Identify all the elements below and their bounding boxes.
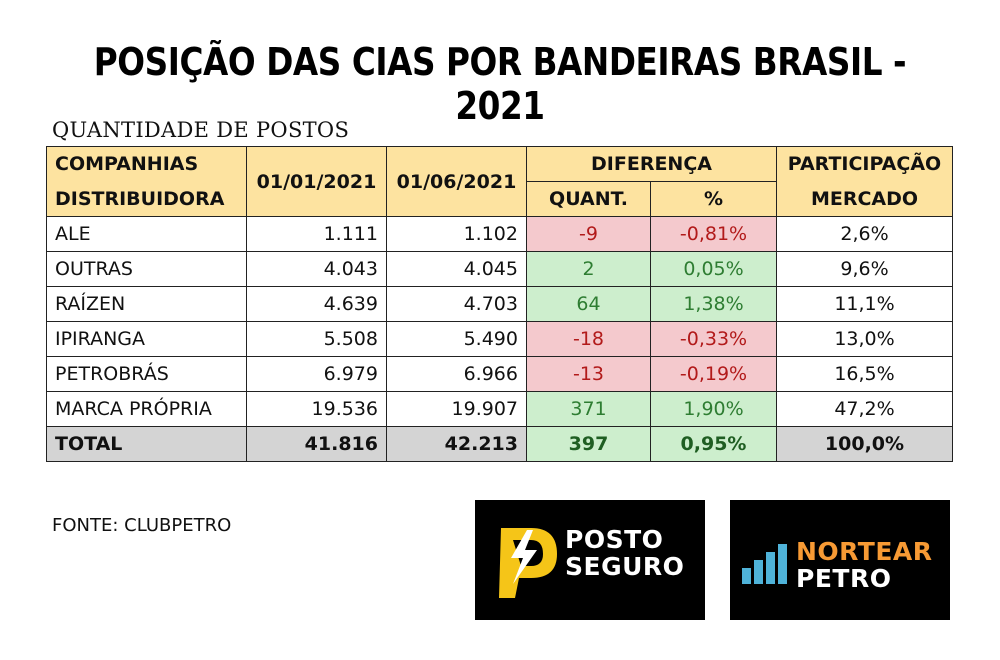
- source-note: FONTE: CLUBPETRO: [52, 515, 232, 536]
- row-value-date2: 5.490: [386, 321, 527, 357]
- row-company-name: RAÍZEN: [46, 286, 247, 322]
- table-row: IPIRANGA 5.508 5.490 -18 -0,33% 13,0%: [46, 321, 953, 357]
- table-row: MARCA PRÓPRIA 19.536 19.907 371 1,90% 47…: [46, 391, 953, 427]
- posto-seguro-logo: POSTO SEGURO: [475, 500, 705, 620]
- row-diff-quant: 64: [526, 286, 651, 322]
- row-diff-quant: -13: [526, 356, 651, 392]
- row-diff-pct: -0,81%: [650, 216, 777, 252]
- row-company-name: MARCA PRÓPRIA: [46, 391, 247, 427]
- header-date-2: 01/06/2021: [386, 146, 527, 217]
- row-value-date1: 4.639: [246, 286, 387, 322]
- table-row: RAÍZEN 4.639 4.703 64 1,38% 11,1%: [46, 286, 953, 322]
- table-row: ALE 1.111 1.102 -9 -0,81% 2,6%: [46, 216, 953, 252]
- row-company-name: IPIRANGA: [46, 321, 247, 357]
- row-company-name: OUTRAS: [46, 251, 247, 287]
- total-diff-quant: 397: [526, 426, 651, 462]
- nortear-petro-logo: NORTEAR PETRO: [730, 500, 950, 620]
- market-table: COMPANHIAS 01/01/2021 01/06/2021 DIFEREN…: [46, 146, 953, 462]
- nortear-petro-line1: NORTEAR: [796, 537, 933, 566]
- row-value-date1: 6.979: [246, 356, 387, 392]
- row-diff-pct: 0,05%: [650, 251, 777, 287]
- row-market-share: 11,1%: [776, 286, 953, 322]
- row-company-name: ALE: [46, 216, 247, 252]
- nortear-petro-line2: PETRO: [796, 564, 892, 593]
- row-market-share: 13,0%: [776, 321, 953, 357]
- total-value-date1: 41.816: [246, 426, 387, 462]
- row-value-date1: 19.536: [246, 391, 387, 427]
- row-market-share: 9,6%: [776, 251, 953, 287]
- row-diff-pct: -0,33%: [650, 321, 777, 357]
- header-participacao-2: MERCADO: [776, 181, 953, 217]
- row-value-date2: 4.045: [386, 251, 527, 287]
- row-diff-pct: 1,38%: [650, 286, 777, 322]
- row-diff-quant: -9: [526, 216, 651, 252]
- posto-seguro-line1: POSTO: [565, 525, 664, 554]
- row-diff-quant: 2: [526, 251, 651, 287]
- table-row: OUTRAS 4.043 4.045 2 0,05% 9,6%: [46, 251, 953, 287]
- table-header-row-1: COMPANHIAS 01/01/2021 01/06/2021 DIFEREN…: [46, 146, 953, 217]
- header-diferenca: DIFERENÇA: [526, 146, 777, 182]
- row-value-date1: 1.111: [246, 216, 387, 252]
- row-market-share: 2,6%: [776, 216, 953, 252]
- row-value-date2: 19.907: [386, 391, 527, 427]
- header-participacao-1: PARTICIPAÇÃO: [776, 146, 953, 182]
- row-market-share: 16,5%: [776, 356, 953, 392]
- row-diff-pct: -0,19%: [650, 356, 777, 392]
- table-subtitle: QUANTIDADE DE POSTOS: [52, 118, 350, 142]
- row-value-date2: 1.102: [386, 216, 527, 252]
- bar-chart-icon: [742, 544, 787, 584]
- total-label: TOTAL: [46, 426, 247, 462]
- row-diff-quant: -18: [526, 321, 651, 357]
- row-value-date1: 5.508: [246, 321, 387, 357]
- row-diff-pct: 1,90%: [650, 391, 777, 427]
- header-pct: %: [650, 181, 777, 217]
- total-value-date2: 42.213: [386, 426, 527, 462]
- row-diff-quant: 371: [526, 391, 651, 427]
- page-title: POSIÇÃO DAS CIAS POR BANDEIRAS BRASIL - …: [93, 40, 907, 128]
- posto-seguro-mark-icon: [499, 528, 557, 598]
- row-value-date2: 4.703: [386, 286, 527, 322]
- row-company-name: PETROBRÁS: [46, 356, 247, 392]
- header-companhias-2: DISTRIBUIDORA: [46, 181, 247, 217]
- header-companhias-1: COMPANHIAS: [46, 146, 247, 182]
- header-quant: QUANT.: [526, 181, 651, 217]
- total-market-share: 100,0%: [776, 426, 953, 462]
- header-date-1: 01/01/2021: [246, 146, 387, 217]
- row-value-date2: 6.966: [386, 356, 527, 392]
- table-total-row: TOTAL 41.816 42.213 397 0,95% 100,0%: [46, 426, 953, 462]
- row-market-share: 47,2%: [776, 391, 953, 427]
- posto-seguro-line2: SEGURO: [565, 552, 685, 581]
- table-row: PETROBRÁS 6.979 6.966 -13 -0,19% 16,5%: [46, 356, 953, 392]
- total-diff-pct: 0,95%: [650, 426, 777, 462]
- row-value-date1: 4.043: [246, 251, 387, 287]
